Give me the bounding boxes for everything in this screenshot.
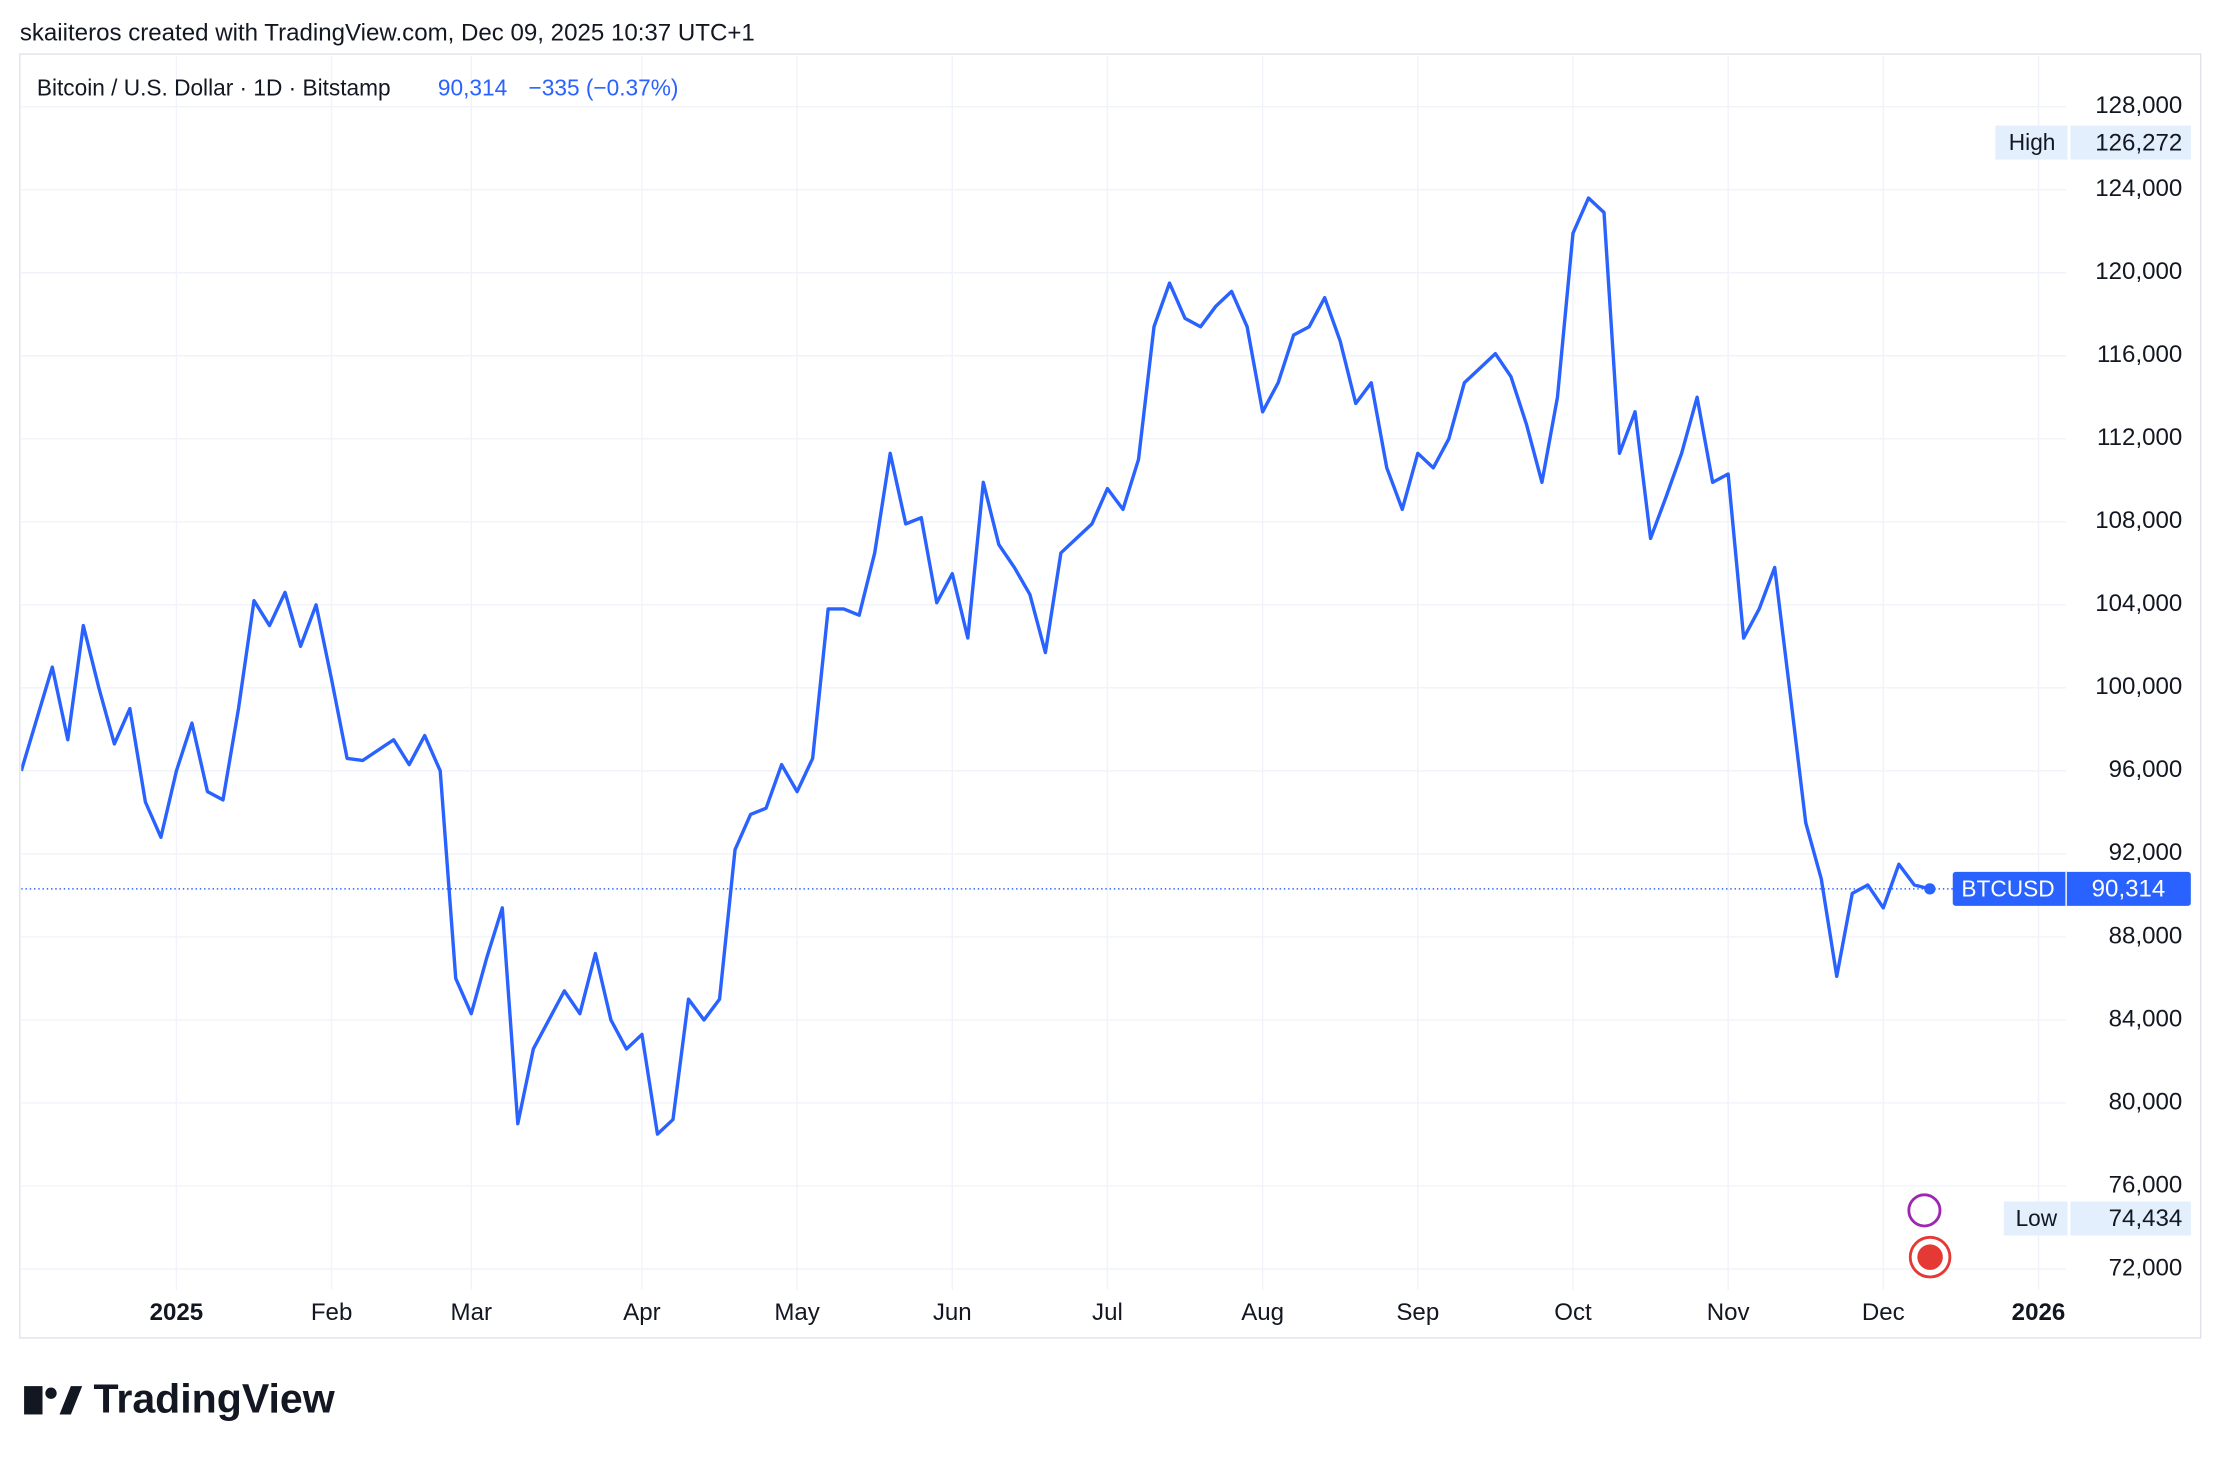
low-value: 74,434 bbox=[2109, 1205, 2183, 1232]
last-price-value: 90,314 bbox=[2092, 876, 2166, 903]
y-tick-label: 100,000 bbox=[2095, 673, 2182, 700]
y-tick-label: 112,000 bbox=[2097, 424, 2182, 451]
brand: TradingView bbox=[94, 1376, 336, 1422]
logo-mark bbox=[24, 1386, 43, 1415]
x-tick-label: Aug bbox=[1241, 1299, 1284, 1326]
y-tick-label: 92,000 bbox=[2109, 839, 2183, 866]
x-tick-label: 2026 bbox=[2012, 1299, 2066, 1326]
high-badge bbox=[1995, 125, 2191, 160]
x-tick-label: Dec bbox=[1862, 1299, 1905, 1326]
last-point bbox=[1924, 883, 1936, 895]
y-tick-label: 76,000 bbox=[2109, 1171, 2183, 1198]
y-tick-label: 128,000 bbox=[2095, 92, 2182, 119]
grid bbox=[21, 55, 2067, 1290]
high-value: 126,272 bbox=[2095, 129, 2182, 156]
y-tick-label: 108,000 bbox=[2095, 507, 2182, 534]
y-tick-label: 96,000 bbox=[2109, 756, 2183, 783]
low-label: Low bbox=[2016, 1205, 2058, 1231]
low-badge bbox=[2003, 1201, 2191, 1236]
axes: 72,000 76,000 80,000 84,000 88,000 92,000 96,0… bbox=[150, 92, 2200, 1336]
y-tick-label: 120,000 bbox=[2095, 258, 2182, 285]
y-tick-label: 84,000 bbox=[2109, 1005, 2183, 1032]
x-tick-label: Sep bbox=[1396, 1299, 1439, 1326]
y-tick-label: 80,000 bbox=[2109, 1088, 2183, 1115]
y-tick-label: 104,000 bbox=[2095, 590, 2182, 617]
header-price: 90,314 bbox=[438, 74, 507, 100]
y-tick-label: 72,000 bbox=[2109, 1254, 2183, 1281]
y-tick-label: 88,000 bbox=[2109, 922, 2183, 949]
header-change: −335 (−0.37%) bbox=[529, 74, 679, 100]
logo-mark bbox=[59, 1386, 83, 1415]
x-tick-label: 2025 bbox=[150, 1299, 204, 1326]
y-tick-label: 116,000 bbox=[2097, 341, 2182, 368]
x-tick-label: Feb bbox=[311, 1299, 353, 1326]
y-tick-label: 124,000 bbox=[2095, 175, 2182, 202]
plot bbox=[21, 196, 2067, 1136]
chart-frame bbox=[19, 53, 2202, 1339]
x-tick-label: Oct bbox=[1554, 1299, 1592, 1326]
chart-title: Bitcoin / U.S. Dollar · 1D · Bitstamp bbox=[37, 74, 391, 100]
flag-icon-inner bbox=[1917, 1244, 1943, 1270]
x-tick-label: Jun bbox=[933, 1299, 972, 1326]
x-tick-label: Nov bbox=[1707, 1299, 1750, 1326]
logo: TradingView bbox=[24, 1376, 336, 1422]
high-label: High bbox=[2009, 129, 2056, 155]
x-tick-label: Jul bbox=[1092, 1299, 1123, 1326]
last-price-badge bbox=[1952, 871, 2191, 906]
event-icon[interactable] bbox=[1907, 1193, 1942, 1228]
caption: skaiiteros created with TradingView.com,… bbox=[20, 20, 755, 47]
price-line bbox=[21, 196, 1931, 1136]
last-price-name: BTCUSD bbox=[1961, 875, 2054, 901]
x-tick-label: Mar bbox=[451, 1299, 492, 1326]
logo-mark bbox=[45, 1387, 57, 1399]
axis-cover bbox=[2066, 1292, 2200, 1336]
x-tick-label: Apr bbox=[623, 1299, 660, 1326]
x-tick-label: May bbox=[774, 1299, 820, 1326]
